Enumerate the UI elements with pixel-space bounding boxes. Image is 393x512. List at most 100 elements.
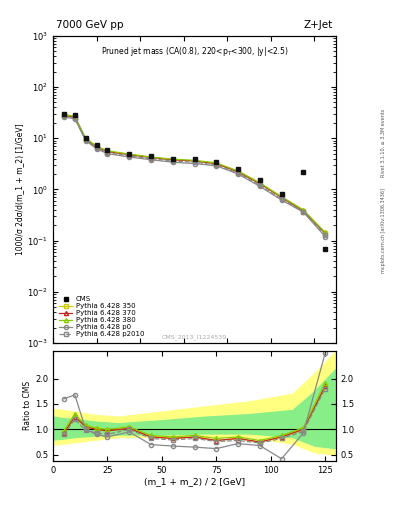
Line: Pythia 6.428 350: Pythia 6.428 350 [62,113,327,235]
Pythia 6.428 370 [323,230,327,236]
Pythia 6.428 380 [127,151,132,157]
CMS [83,135,88,141]
Pythia 6.428 350 [127,152,132,158]
CMS [236,166,241,172]
Pythia 6.428 p2010 [236,170,241,176]
Pythia 6.428 370 [301,208,306,214]
Pythia 6.428 350 [62,112,66,118]
Pythia 6.428 350 [149,155,153,161]
Pythia 6.428 380 [257,180,262,186]
CMS [214,159,219,165]
Pythia 6.428 380 [149,154,153,160]
Pythia 6.428 370 [257,181,262,187]
Pythia 6.428 p0 [301,209,306,215]
Line: Pythia 6.428 p2010: Pythia 6.428 p2010 [62,114,327,237]
Pythia 6.428 350 [236,169,241,175]
Pythia 6.428 p0 [171,159,175,165]
Line: Pythia 6.428 p0: Pythia 6.428 p0 [62,115,327,239]
Pythia 6.428 p2010 [279,196,284,202]
Pythia 6.428 350 [171,157,175,163]
Pythia 6.428 p2010 [62,113,66,119]
Pythia 6.428 370 [83,136,88,142]
Text: mcplots.cern.ch [arXiv:1306.3436]: mcplots.cern.ch [arXiv:1306.3436] [381,188,386,273]
Text: Rivet 3.1.10, ≥ 3.3M events: Rivet 3.1.10, ≥ 3.3M events [381,109,386,178]
Pythia 6.428 p0 [83,138,88,144]
Pythia 6.428 350 [72,114,77,120]
Pythia 6.428 350 [105,148,110,155]
Pythia 6.428 380 [105,147,110,154]
Y-axis label: 1000/σ 2dσ/d(m_1 + m_2) [1/GeV]: 1000/σ 2dσ/d(m_1 + m_2) [1/GeV] [15,123,24,255]
Pythia 6.428 370 [94,144,99,150]
Pythia 6.428 p0 [149,157,153,163]
CMS [94,141,99,147]
Pythia 6.428 370 [72,114,77,120]
CMS [105,146,110,153]
Pythia 6.428 p0 [214,163,219,169]
CMS [301,169,306,175]
Pythia 6.428 380 [301,207,306,213]
Pythia 6.428 p0 [279,197,284,203]
Pythia 6.428 370 [149,155,153,161]
Pythia 6.428 370 [236,169,241,175]
Text: CMS_2013_I1224539: CMS_2013_I1224539 [162,334,227,340]
Pythia 6.428 p2010 [72,115,77,121]
Line: Pythia 6.428 370: Pythia 6.428 370 [62,113,327,235]
CMS [279,191,284,198]
Pythia 6.428 370 [192,158,197,164]
Pythia 6.428 p0 [105,151,110,157]
Y-axis label: Ratio to CMS: Ratio to CMS [23,381,32,430]
Pythia 6.428 p2010 [83,137,88,143]
Pythia 6.428 p2010 [301,208,306,215]
Pythia 6.428 350 [257,181,262,187]
Line: CMS: CMS [62,112,327,251]
Pythia 6.428 p2010 [94,145,99,151]
Pythia 6.428 p0 [72,116,77,122]
Pythia 6.428 380 [171,156,175,162]
Legend: CMS, Pythia 6.428 350, Pythia 6.428 370, Pythia 6.428 380, Pythia 6.428 p0, Pyth: CMS, Pythia 6.428 350, Pythia 6.428 370,… [57,294,147,339]
Pythia 6.428 p2010 [127,153,132,159]
Pythia 6.428 p0 [127,154,132,160]
CMS [149,153,153,159]
Pythia 6.428 p2010 [171,158,175,164]
Pythia 6.428 p2010 [192,159,197,165]
Pythia 6.428 380 [72,113,77,119]
Pythia 6.428 380 [62,112,66,118]
Pythia 6.428 350 [279,194,284,200]
Pythia 6.428 350 [83,136,88,142]
Pythia 6.428 380 [323,229,327,236]
Pythia 6.428 380 [236,168,241,174]
CMS [72,112,77,118]
CMS [323,245,327,251]
Pythia 6.428 350 [192,158,197,164]
CMS [171,156,175,162]
Line: Pythia 6.428 380: Pythia 6.428 380 [62,113,327,234]
Pythia 6.428 370 [214,160,219,166]
X-axis label: (m_1 + m_2) / 2 [GeV]: (m_1 + m_2) / 2 [GeV] [144,477,245,486]
CMS [192,156,197,162]
Pythia 6.428 370 [279,194,284,200]
Pythia 6.428 p2010 [105,150,110,156]
Pythia 6.428 p0 [94,146,99,152]
Pythia 6.428 p0 [323,233,327,240]
Pythia 6.428 350 [323,230,327,236]
Pythia 6.428 380 [83,135,88,141]
Pythia 6.428 370 [105,148,110,155]
Pythia 6.428 p2010 [257,182,262,188]
Pythia 6.428 350 [94,144,99,150]
Pythia 6.428 p2010 [214,162,219,168]
CMS [257,177,262,183]
Pythia 6.428 350 [301,208,306,214]
Pythia 6.428 p2010 [149,156,153,162]
Pythia 6.428 380 [192,157,197,163]
Pythia 6.428 380 [94,143,99,149]
Pythia 6.428 370 [62,112,66,118]
Pythia 6.428 380 [279,194,284,200]
Pythia 6.428 p0 [192,160,197,166]
CMS [127,151,132,157]
Pythia 6.428 p0 [236,171,241,177]
Pythia 6.428 370 [127,152,132,158]
Text: Pruned jet mass (CA(0.8), 220<p$_T$<300, |y|<2.5): Pruned jet mass (CA(0.8), 220<p$_T$<300,… [101,45,288,58]
Text: 7000 GeV pp: 7000 GeV pp [56,19,123,30]
Pythia 6.428 370 [171,157,175,163]
Pythia 6.428 350 [214,160,219,166]
